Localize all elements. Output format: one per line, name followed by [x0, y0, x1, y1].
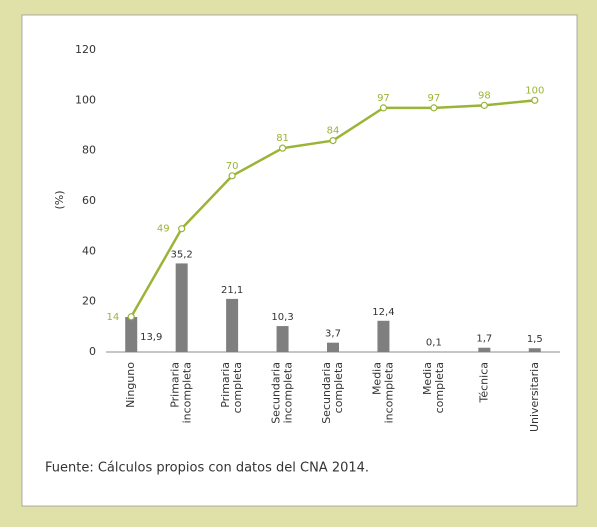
bar-value-label: 21,1	[221, 285, 243, 296]
x-tick-label: Técnica	[477, 362, 490, 403]
bar-value-label: 13,9	[140, 332, 162, 343]
line-point	[179, 226, 185, 232]
bar	[478, 348, 490, 352]
line-value-label: 70	[226, 161, 239, 172]
line-point	[380, 105, 386, 111]
line-value-label: 98	[478, 90, 491, 101]
x-tick-label: Ninguno	[124, 362, 137, 408]
y-tick-label: 20	[82, 295, 96, 308]
bar-value-label: 1,7	[476, 334, 492, 345]
y-tick-label: 0	[89, 345, 96, 358]
bar-value-label: 3,7	[325, 329, 341, 340]
y-tick-label: 60	[82, 194, 96, 207]
bar-value-label: 1,5	[527, 334, 543, 345]
line-value-label: 97	[377, 93, 390, 104]
panel	[22, 15, 577, 506]
line-point	[229, 173, 235, 179]
bar	[277, 326, 289, 352]
bar	[176, 263, 188, 352]
bar-value-label: 35,2	[171, 249, 193, 260]
line-point	[481, 102, 487, 108]
bar-value-label: 0,1	[426, 338, 442, 349]
line-value-label: 84	[327, 126, 340, 137]
note: Fuente: Cálculos propios con datos del C…	[45, 461, 369, 476]
y-tick-label: 120	[75, 43, 96, 56]
bar	[327, 343, 339, 352]
line-value-label: 100	[525, 85, 544, 96]
line-value-label: 14	[106, 312, 119, 323]
y-tick-label: 100	[75, 93, 96, 106]
y-axis-label: (%)	[53, 190, 66, 209]
line-value-label: 97	[428, 93, 441, 104]
line-point	[280, 145, 286, 151]
bar-value-label: 12,4	[372, 307, 394, 318]
bar	[529, 348, 541, 352]
bar	[377, 321, 389, 352]
bar	[226, 299, 238, 352]
line-point	[532, 97, 538, 103]
x-tick-label: Universitaria	[528, 362, 541, 432]
bar-value-label: 10,3	[271, 312, 293, 323]
line-point	[431, 105, 437, 111]
line-point	[128, 314, 134, 320]
line-value-label: 49	[157, 224, 170, 235]
x-tick-label: Secundariaincompleta	[270, 362, 295, 424]
x-tick-label: Primariacompleta	[219, 362, 244, 413]
y-tick-label: 40	[82, 244, 96, 257]
line-point	[330, 138, 336, 144]
y-tick-label: 80	[82, 144, 96, 157]
bar	[125, 317, 137, 352]
line-value-label: 81	[276, 133, 289, 144]
